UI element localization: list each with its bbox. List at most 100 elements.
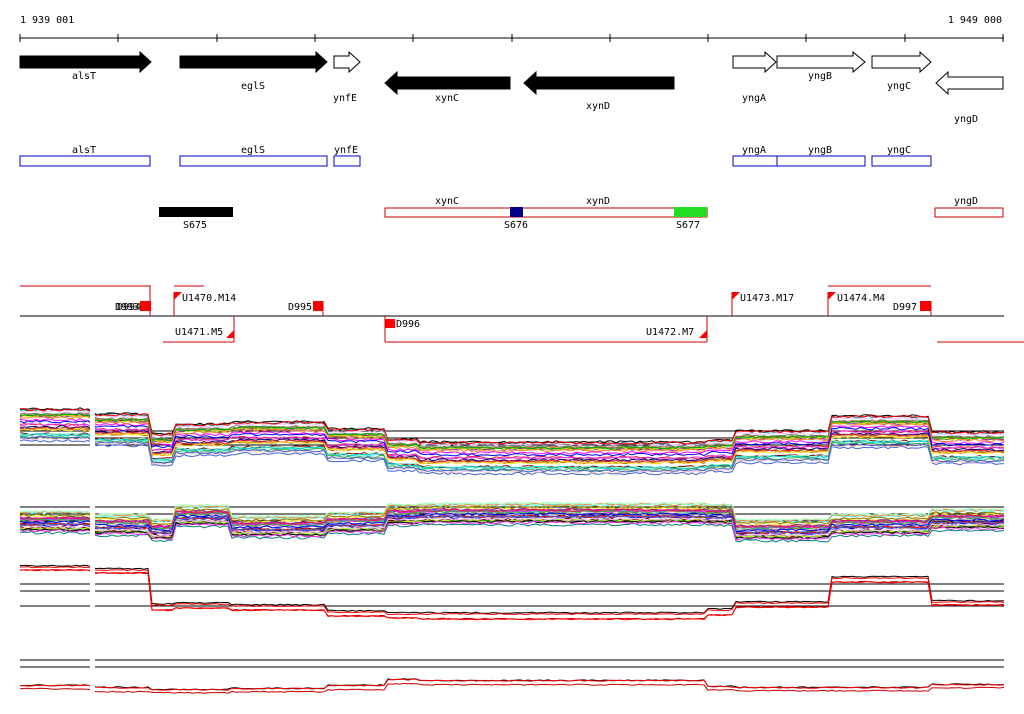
transcript-label-D996: D996 <box>396 319 420 330</box>
s-marker-S676[interactable] <box>510 207 523 217</box>
gene-arrow-yngD[interactable] <box>935 70 1004 96</box>
expression-line <box>19 501 1005 522</box>
expression-line <box>19 413 1005 450</box>
gene-box-yngC[interactable] <box>871 155 932 167</box>
gene-box-yngB[interactable] <box>776 155 866 167</box>
expression-line <box>19 510 1005 530</box>
s-markers: S675 S676 S677 <box>159 207 707 231</box>
gene-label-ynfE: ynfE <box>333 93 357 104</box>
s-marker-S677[interactable] <box>674 207 707 217</box>
gene-box-eglS[interactable] <box>179 155 328 167</box>
transcript-label-U1473: U1473.M17 <box>740 293 794 304</box>
expression-line <box>19 417 1005 455</box>
gene-arrow-xynD[interactable] <box>523 70 675 96</box>
expression-line <box>19 439 1004 476</box>
expression-line <box>20 514 1005 535</box>
gene-label-yngB: yngB <box>808 71 832 82</box>
expression-line <box>19 508 1005 528</box>
ruler: 1 939 001 1 949 000 <box>19 15 1004 42</box>
expression-track-multicolor-1 <box>19 407 1005 476</box>
gene-arrow-yngC[interactable] <box>871 50 932 74</box>
expression-line <box>19 564 1005 614</box>
transcript-flag-U1470 <box>174 292 182 300</box>
transcript-label-D997: D997 <box>893 302 917 313</box>
expression-line <box>19 423 1005 460</box>
gene-box-label-xynD: xynD <box>586 196 610 207</box>
ruler-end-label: 1 949 000 <box>948 15 1002 26</box>
expression-line <box>19 518 1005 539</box>
transcript-label-D995: D995 <box>288 302 312 313</box>
transcript-label-D993: D993 <box>115 302 139 313</box>
expression-line <box>19 415 1005 453</box>
expression-line <box>19 505 1005 525</box>
gene-box-yngD[interactable] <box>934 207 1004 218</box>
gene-box-alsT[interactable] <box>19 155 151 167</box>
gene-arrow-xynC[interactable] <box>384 70 511 96</box>
transcript-label-U1474: U1474.M4 <box>837 293 885 304</box>
gene-box-label-yngA: yngA <box>742 145 766 156</box>
transcript-marker-D993[interactable] <box>140 301 151 311</box>
gene-box-label-yngC: yngC <box>887 145 911 156</box>
ruler-start-label: 1 939 001 <box>20 15 74 26</box>
expression-line <box>19 426 1005 463</box>
expression-line <box>20 565 1005 616</box>
gene-box-label-alsT: alsT <box>72 145 96 156</box>
expression-line <box>19 409 1005 447</box>
gene-arrows: alsT eglS ynfE xynC xynD yngA yngB yngC … <box>19 50 1004 125</box>
gene-box-label-eglS: eglS <box>241 145 265 156</box>
expression-line <box>19 432 1005 470</box>
expression-line <box>19 569 1005 621</box>
expression-line <box>19 427 1005 465</box>
gene-box-xynC-xynD[interactable] <box>384 207 708 218</box>
transcript-flag-U1473 <box>732 292 740 300</box>
transcript-flag-U1471 <box>226 330 234 338</box>
expression-line <box>19 408 1005 445</box>
transcript-label-U1470: U1470.M14 <box>182 293 236 304</box>
gene-box-ynfE[interactable] <box>333 155 361 167</box>
gene-label-yngC: yngC <box>887 81 911 92</box>
gene-box-label-ynfE: ynfE <box>334 145 358 156</box>
expression-line <box>19 520 1005 541</box>
gene-label-yngD: yngD <box>954 114 978 125</box>
transcript-label-U1471: U1471.M5 <box>175 327 223 338</box>
expression-line <box>19 435 1005 473</box>
gene-arrow-yngB[interactable] <box>776 50 866 74</box>
expression-line <box>19 682 1005 694</box>
gene-label-yngA: yngA <box>742 93 766 104</box>
gene-boxes-blue: alsT eglS ynfE yngA yngB yngC <box>19 145 932 167</box>
gene-box-label-yngD: yngD <box>954 196 978 207</box>
s-marker-S675[interactable] <box>159 207 233 217</box>
gene-label-eglS: eglS <box>241 81 265 92</box>
expression-track-red-black-2 <box>19 659 1005 694</box>
expression-line <box>19 419 1005 457</box>
gene-label-xynD: xynD <box>586 101 610 112</box>
s-marker-label-S677: S677 <box>676 220 700 231</box>
gene-box-label-xynC: xynC <box>435 196 459 207</box>
transcript-label-U1472: U1472.M7 <box>646 327 694 338</box>
expression-line <box>19 412 1005 449</box>
gene-box-label-yngB: yngB <box>808 145 832 156</box>
gene-arrow-yngA[interactable] <box>732 50 777 74</box>
gene-label-xynC: xynC <box>435 93 459 104</box>
gene-box-yngA[interactable] <box>732 155 778 167</box>
gene-arrow-eglS[interactable] <box>179 50 328 74</box>
expression-line <box>20 678 1005 691</box>
expression-line <box>19 408 1005 445</box>
gap-separator <box>90 395 95 705</box>
gene-arrow-ynfE[interactable] <box>333 50 361 74</box>
ruler-ticks <box>19 34 1004 42</box>
expression-line <box>19 522 1005 543</box>
transcript-track: D993 D994 U1470.M14 D995 U1473.M17 U1474… <box>20 285 1024 343</box>
expression-line <box>19 507 1005 528</box>
transcript-flag-U1474 <box>828 292 836 300</box>
gene-arrow-alsT[interactable] <box>19 50 152 74</box>
expression-line <box>19 512 1005 532</box>
expression-track-red-black-1 <box>19 564 1005 621</box>
s-marker-label-S676: S676 <box>504 220 528 231</box>
transcript-marker-D995[interactable] <box>313 301 323 311</box>
transcript-marker-D996[interactable] <box>385 319 395 328</box>
expression-line <box>19 517 1005 537</box>
expression-track-multicolor-2 <box>19 501 1005 543</box>
transcript-marker-D997[interactable] <box>920 301 931 311</box>
